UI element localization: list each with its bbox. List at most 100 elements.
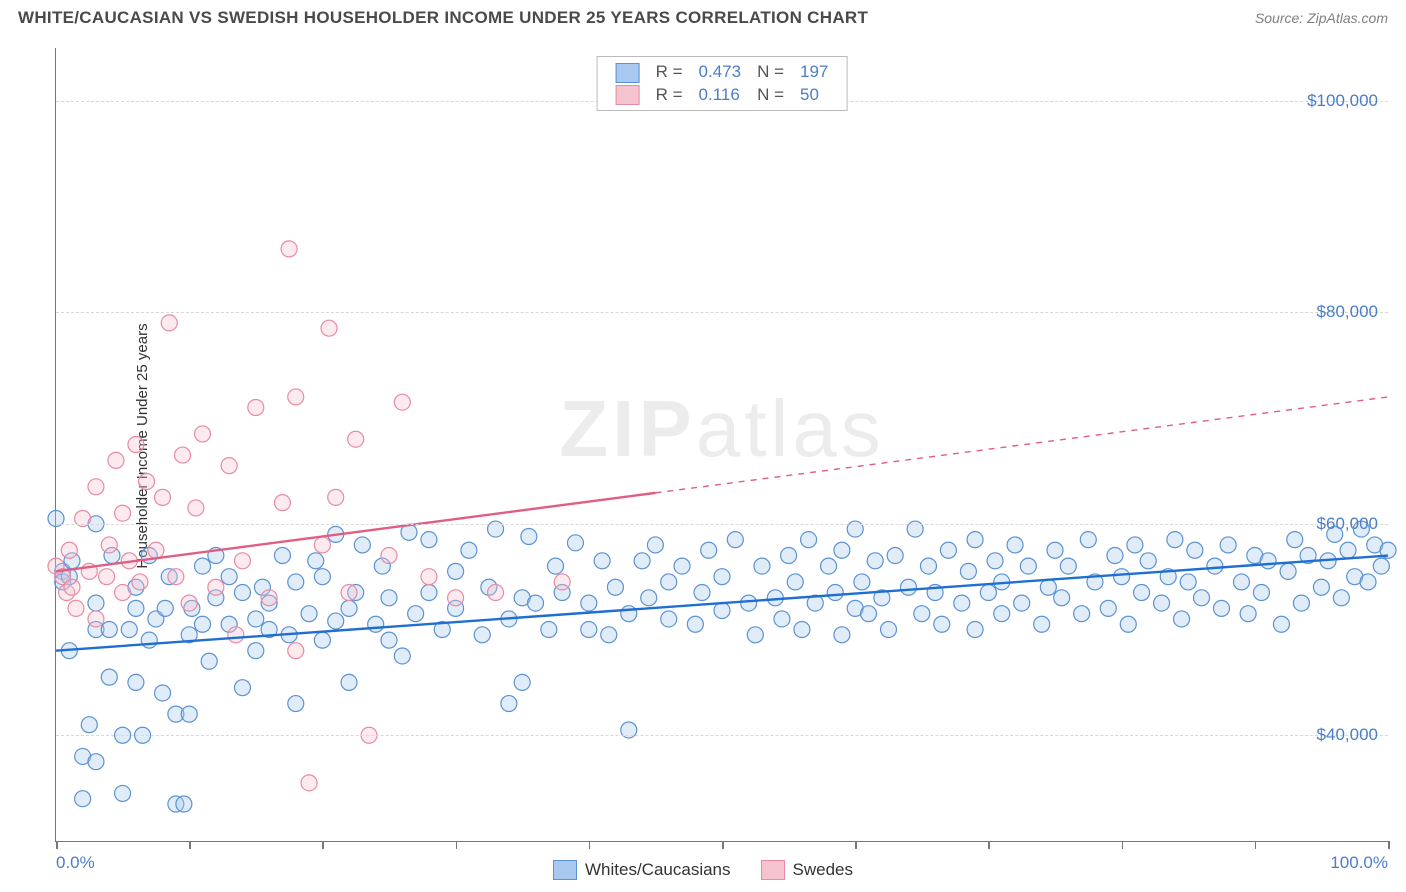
scatter-point — [115, 785, 131, 801]
scatter-point — [1373, 558, 1389, 574]
scatter-point — [328, 613, 344, 629]
scatter-point — [155, 685, 171, 701]
scatter-point — [474, 627, 490, 643]
scatter-point — [940, 542, 956, 558]
xtick — [988, 841, 990, 849]
scatter-point — [488, 585, 504, 601]
scatter-point — [288, 389, 304, 405]
scatter-point — [548, 558, 564, 574]
scatter-point — [867, 553, 883, 569]
scatter-point — [115, 585, 131, 601]
scatter-point — [567, 535, 583, 551]
scatter-point — [747, 627, 763, 643]
scatter-point — [461, 542, 477, 558]
scatter-point — [248, 611, 264, 627]
scatter-point — [176, 796, 192, 812]
scatter-point — [408, 606, 424, 622]
ytick-label: $40,000 — [1317, 725, 1378, 745]
scatter-point — [1120, 616, 1136, 632]
scatter-point — [781, 548, 797, 564]
scatter-point — [528, 595, 544, 611]
scatter-point — [64, 579, 80, 595]
r-value-0: 0.473 — [691, 61, 750, 84]
scatter-point — [368, 616, 384, 632]
scatter-point — [99, 569, 115, 585]
xtick — [1122, 841, 1124, 849]
ytick-label: $100,000 — [1307, 91, 1378, 111]
scatter-point — [1313, 579, 1329, 595]
scatter-point — [641, 590, 657, 606]
scatter-point — [661, 611, 677, 627]
correlation-legend: R = 0.473 N = 197 R = 0.116 N = 50 — [597, 56, 848, 111]
gridline-h — [56, 735, 1388, 736]
scatter-point — [1340, 542, 1356, 558]
scatter-point — [274, 495, 290, 511]
scatter-point — [108, 452, 124, 468]
legend-swatch-1 — [616, 85, 640, 105]
scatter-point — [1127, 537, 1143, 553]
scatter-point — [647, 537, 663, 553]
scatter-point — [714, 569, 730, 585]
scatter-point — [887, 548, 903, 564]
scatter-point — [208, 579, 224, 595]
gridline-h — [56, 312, 1388, 313]
scatter-point — [900, 579, 916, 595]
scatter-point — [754, 558, 770, 574]
scatter-point — [674, 558, 690, 574]
scatter-point — [148, 542, 164, 558]
scatter-point — [88, 611, 104, 627]
scatter-point — [1154, 595, 1170, 611]
scatter-point — [188, 500, 204, 516]
scatter-point — [687, 616, 703, 632]
xtick — [456, 841, 458, 849]
scatter-point — [581, 622, 597, 638]
scatter-point — [288, 643, 304, 659]
scatter-point — [141, 632, 157, 648]
scatter-point — [301, 775, 317, 791]
scatter-point — [234, 680, 250, 696]
xtick — [189, 841, 191, 849]
scatter-point — [1187, 542, 1203, 558]
scatter-point — [448, 590, 464, 606]
xtick — [855, 841, 857, 849]
scatter-point — [1100, 600, 1116, 616]
scatter-point — [195, 558, 211, 574]
scatter-point — [554, 574, 570, 590]
scatter-point — [288, 696, 304, 712]
series-legend: Whites/Caucasians Swedes — [553, 860, 853, 880]
scatter-point — [1240, 606, 1256, 622]
scatter-point — [101, 622, 117, 638]
scatter-point — [81, 717, 97, 733]
scatter-point — [88, 754, 104, 770]
xtick-label: 100.0% — [1330, 853, 1388, 873]
n-value-1: 50 — [792, 84, 836, 107]
trend-line — [56, 493, 655, 572]
legend-bottom-label-1: Swedes — [793, 860, 853, 880]
scatter-point — [821, 558, 837, 574]
scatter-point — [1034, 616, 1050, 632]
scatter-point — [980, 585, 996, 601]
scatter-point — [1280, 563, 1296, 579]
scatter-point — [1074, 606, 1090, 622]
scatter-point — [960, 563, 976, 579]
scatter-point — [381, 548, 397, 564]
scatter-point — [794, 622, 810, 638]
scatter-point — [1020, 558, 1036, 574]
scatter-point — [741, 595, 757, 611]
scatter-point — [1214, 600, 1230, 616]
scatter-point — [1007, 537, 1023, 553]
scatter-point — [1107, 548, 1123, 564]
scatter-point — [854, 574, 870, 590]
legend-bottom-swatch-1 — [761, 860, 785, 880]
n-value-0: 197 — [792, 61, 836, 84]
n-label: N = — [749, 61, 792, 84]
scatter-point — [787, 574, 803, 590]
scatter-point — [121, 622, 137, 638]
scatter-point — [181, 595, 197, 611]
scatter-point — [394, 394, 410, 410]
scatter-point — [128, 674, 144, 690]
scatter-point — [221, 569, 237, 585]
xtick-label: 0.0% — [56, 853, 95, 873]
scatter-point — [341, 585, 357, 601]
trend-line-extrapolated — [655, 397, 1388, 493]
